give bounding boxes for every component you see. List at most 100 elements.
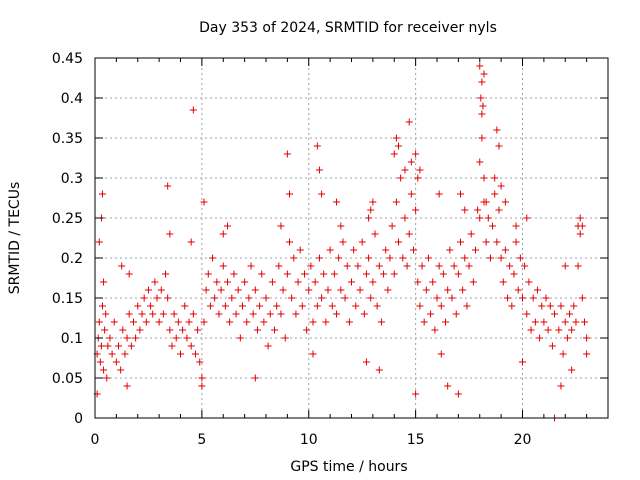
data-point bbox=[525, 278, 533, 286]
data-point bbox=[516, 254, 524, 262]
y-tick-label: 0.15 bbox=[52, 291, 83, 307]
data-point bbox=[495, 206, 503, 214]
data-point bbox=[219, 262, 227, 270]
data-point bbox=[333, 198, 341, 206]
data-point bbox=[129, 318, 137, 326]
data-point bbox=[337, 286, 345, 294]
data-point bbox=[140, 294, 148, 302]
data-point bbox=[495, 142, 503, 150]
data-point bbox=[491, 190, 499, 198]
data-point bbox=[251, 374, 259, 382]
data-point bbox=[181, 302, 189, 310]
data-point bbox=[409, 246, 417, 254]
data-point bbox=[311, 278, 319, 286]
data-point bbox=[508, 302, 516, 310]
y-tick-label: 0.45 bbox=[52, 51, 83, 67]
data-point bbox=[185, 318, 193, 326]
x-tick-label: 5 bbox=[197, 432, 206, 448]
data-point bbox=[533, 286, 541, 294]
data-point bbox=[395, 142, 403, 150]
data-point bbox=[375, 366, 383, 374]
data-point bbox=[202, 286, 210, 294]
data-point bbox=[251, 286, 259, 294]
data-point bbox=[286, 238, 294, 246]
data-point bbox=[474, 206, 482, 214]
data-point bbox=[247, 262, 255, 270]
data-point bbox=[429, 278, 437, 286]
data-point bbox=[542, 294, 550, 302]
data-point bbox=[427, 310, 435, 318]
data-point bbox=[439, 270, 447, 278]
data-point bbox=[390, 150, 398, 158]
data-point bbox=[499, 278, 507, 286]
data-point bbox=[125, 310, 133, 318]
data-point bbox=[226, 318, 234, 326]
y-tick-label: 0.35 bbox=[52, 131, 83, 147]
data-point bbox=[166, 230, 174, 238]
data-point bbox=[187, 238, 195, 246]
data-point bbox=[164, 294, 172, 302]
data-point bbox=[375, 262, 383, 270]
data-point bbox=[166, 326, 174, 334]
data-point bbox=[95, 318, 103, 326]
grid-lines bbox=[95, 58, 608, 418]
data-point bbox=[521, 262, 529, 270]
y-tick-label: 0.25 bbox=[52, 211, 83, 227]
data-point bbox=[452, 310, 460, 318]
data-point bbox=[159, 310, 167, 318]
data-point bbox=[489, 222, 497, 230]
data-point bbox=[435, 262, 443, 270]
data-point bbox=[561, 318, 569, 326]
data-point bbox=[418, 262, 426, 270]
data-point bbox=[103, 374, 111, 382]
data-point bbox=[358, 238, 366, 246]
x-tick-label: 0 bbox=[91, 432, 100, 448]
data-point bbox=[480, 70, 488, 78]
data-point bbox=[100, 278, 108, 286]
data-point bbox=[277, 310, 285, 318]
data-point bbox=[437, 302, 445, 310]
data-point bbox=[551, 310, 559, 318]
data-point bbox=[96, 358, 104, 366]
data-point bbox=[115, 342, 123, 350]
data-point bbox=[98, 190, 106, 198]
data-point bbox=[437, 350, 445, 358]
data-point bbox=[382, 246, 390, 254]
data-point bbox=[168, 342, 176, 350]
data-point bbox=[493, 126, 501, 134]
data-point bbox=[531, 318, 539, 326]
data-point bbox=[277, 222, 285, 230]
data-point bbox=[286, 190, 294, 198]
data-point bbox=[568, 366, 576, 374]
data-point bbox=[294, 278, 302, 286]
chart-title: Day 353 of 2024, SRMTID for receiver nyl… bbox=[199, 20, 497, 36]
data-point bbox=[307, 262, 315, 270]
x-tick-label: 15 bbox=[407, 432, 425, 448]
data-point bbox=[95, 238, 103, 246]
data-point bbox=[224, 278, 232, 286]
data-point bbox=[123, 334, 131, 342]
data-point bbox=[183, 334, 191, 342]
data-point bbox=[213, 278, 221, 286]
data-point bbox=[369, 278, 377, 286]
data-point bbox=[405, 230, 413, 238]
data-point bbox=[580, 318, 588, 326]
data-point bbox=[362, 270, 370, 278]
data-point bbox=[234, 286, 242, 294]
data-point bbox=[200, 318, 208, 326]
data-point bbox=[566, 310, 574, 318]
data-point bbox=[546, 302, 554, 310]
data-point bbox=[134, 302, 142, 310]
data-points bbox=[93, 62, 591, 422]
data-point bbox=[330, 270, 338, 278]
data-point bbox=[283, 270, 291, 278]
data-point bbox=[454, 270, 462, 278]
data-point bbox=[529, 294, 537, 302]
data-point bbox=[194, 326, 202, 334]
data-point bbox=[384, 286, 392, 294]
data-point bbox=[444, 286, 452, 294]
data-point bbox=[476, 62, 484, 70]
data-point bbox=[335, 254, 343, 262]
data-point bbox=[343, 262, 351, 270]
data-point bbox=[275, 262, 283, 270]
